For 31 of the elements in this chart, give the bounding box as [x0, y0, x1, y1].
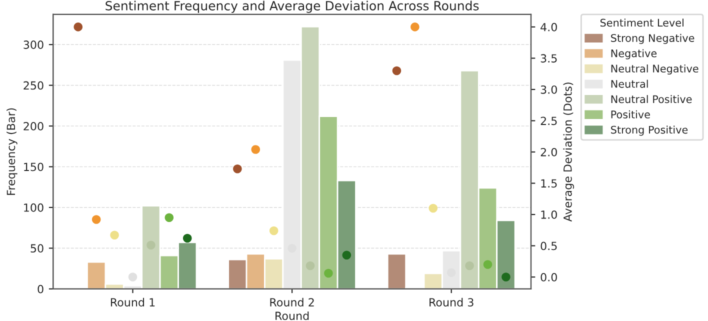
legend-label: Neutral Positive	[611, 95, 692, 104]
legend-label: Strong Positive	[611, 126, 688, 136]
y2-tick-label: 1.0	[541, 210, 557, 219]
y2-axis-title: Average Deviation (Dots)	[563, 82, 574, 222]
x-axis-title: Round	[276, 311, 309, 320]
y2-tick-label: 4.0	[540, 22, 557, 32]
y2-tick-label: 3.5	[540, 54, 557, 63]
legend-title: Sentiment Level	[600, 18, 684, 27]
y-tick-label: 150	[24, 162, 44, 172]
x-tick-label: Round 2	[270, 298, 314, 307]
y2-tick-label: 2.5	[540, 116, 557, 126]
y-tick-label: 0	[38, 284, 44, 294]
y-tick-label: 50	[30, 244, 44, 253]
y2-tick-label: 2.0	[540, 148, 557, 156]
y2-tick-label: 0.0	[540, 272, 557, 282]
x-tick-label: Round 3	[430, 298, 474, 307]
chart-title: Sentiment Frequency and Average Deviation Across Rounds	[106, 0, 479, 13]
legend-label: Strong Negative	[611, 34, 694, 44]
y-tick-label: 300	[24, 40, 44, 49]
y-tick-label: 250	[24, 81, 44, 90]
y-tick-label: 100	[24, 203, 44, 212]
y2-tick-label: 0.5	[540, 242, 557, 250]
legend-label: Positive	[611, 110, 650, 118]
y-tick-label: 200	[24, 122, 44, 130]
x-tick-label: Round 1	[110, 298, 155, 307]
y2-tick-label: 3.0	[540, 85, 557, 94]
y2-tick-label: 1.5	[541, 179, 557, 188]
legend-label: Neutral Negative	[611, 64, 698, 75]
y-axis-title: Frequency (Bar)	[6, 108, 18, 195]
legend-label: Negative	[611, 49, 657, 60]
legend-label: Neutral	[611, 80, 648, 88]
